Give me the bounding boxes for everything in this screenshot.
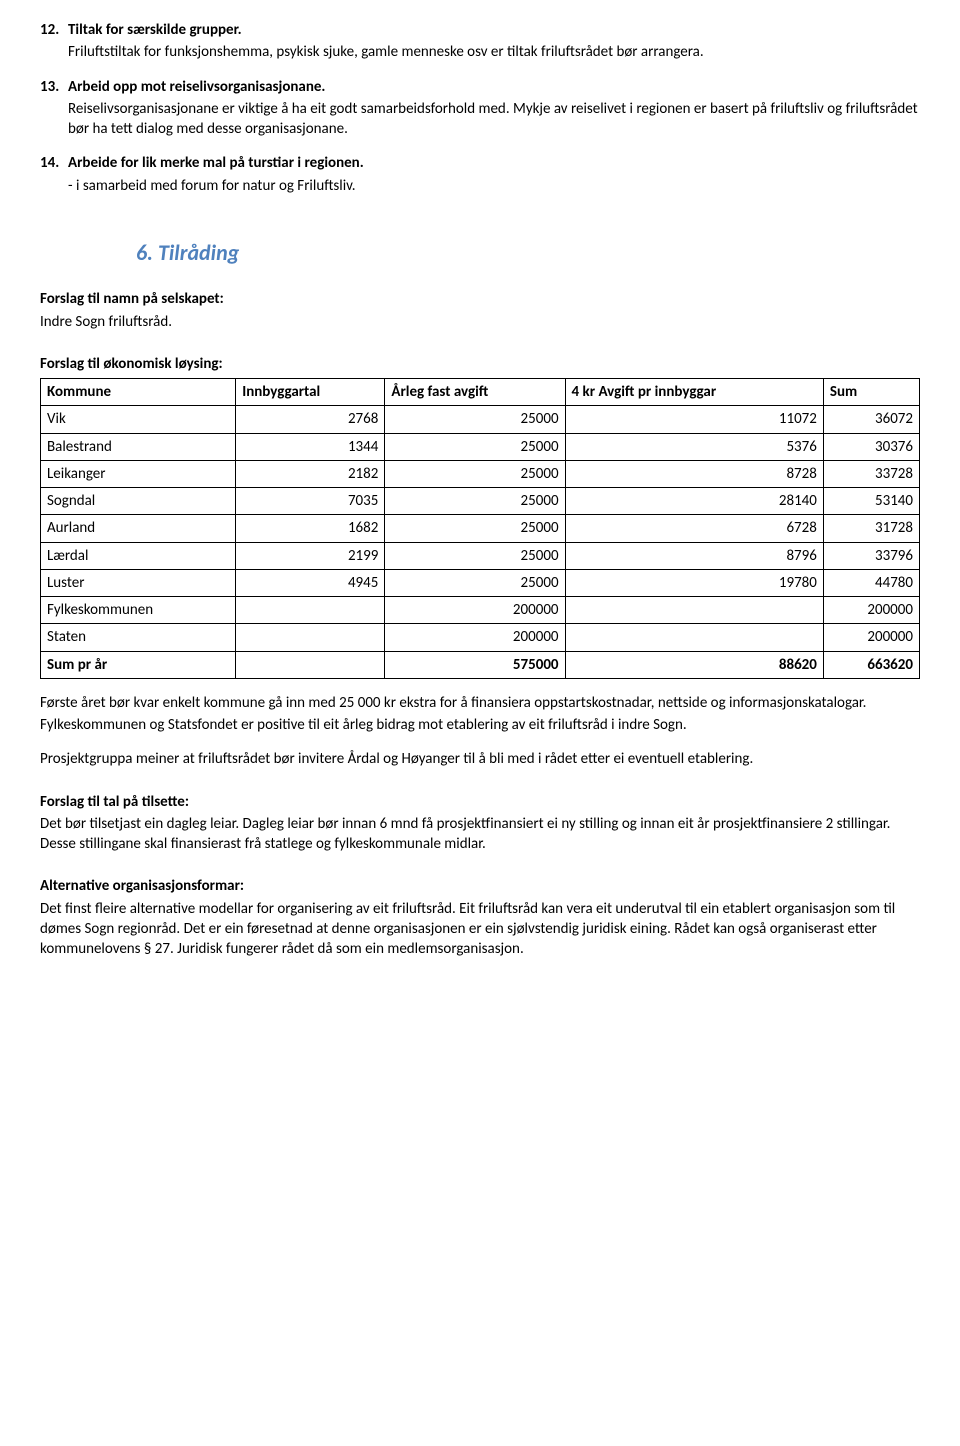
item-body: Tiltak for særskilde grupper. Friluftsti…: [68, 20, 920, 77]
table-cell: 5376: [565, 433, 823, 460]
table-cell: 28140: [565, 488, 823, 515]
table-cell: 33796: [823, 542, 919, 569]
col-fast-avgift: Årleg fast avgift: [385, 379, 565, 406]
item-title: Tiltak for særskilde grupper.: [68, 20, 920, 40]
table-cell: 25000: [385, 569, 565, 596]
after-table-1: Første året bør kvar enkelt kommune gå i…: [40, 693, 920, 713]
forslag-tal-title: Forslag til tal på tilsette:: [40, 792, 920, 812]
table-cell: 4945: [236, 569, 385, 596]
forslag-tal-body: Det bør tilsetjast ein dagleg leiar. Dag…: [40, 814, 920, 855]
alt-org-title: Alternative organisasjonsformar:: [40, 876, 920, 896]
table-row: Staten 200000 200000: [41, 624, 920, 651]
list-item-12: 12. Tiltak for særskilde grupper. Friluf…: [40, 20, 920, 77]
table-cell: 2768: [236, 406, 385, 433]
item-text: Friluftstiltak for funksjonshemma, psyki…: [68, 42, 920, 62]
item-title: Arbeide for lik merke mal på turstiar i …: [68, 153, 920, 173]
table-cell: 200000: [823, 624, 919, 651]
col-avgift-innbyggar: 4 kr Avgift pr innbyggar: [565, 379, 823, 406]
forslag-navn-body: Indre Sogn friluftsråd.: [40, 312, 920, 332]
table-row: Aurland168225000672831728: [41, 515, 920, 542]
item-body: Arbeid opp mot reiselivsorganisasjonane.…: [68, 77, 920, 154]
alt-org-body: Det finst fleire alternative modellar fo…: [40, 899, 920, 960]
item-number: 14.: [40, 153, 68, 210]
table-row: Balestrand134425000537630376: [41, 433, 920, 460]
table-row: Luster4945250001978044780: [41, 569, 920, 596]
table-row: Leikanger218225000872833728: [41, 460, 920, 487]
table-cell: Sogndal: [41, 488, 236, 515]
table-cell: Staten: [41, 624, 236, 651]
table-cell: 6728: [565, 515, 823, 542]
table-cell: [565, 624, 823, 651]
table-body: Vik2768250001107236072Balestrand13442500…: [41, 406, 920, 679]
table-sum-row: Sum pr år 57500088620663620: [41, 651, 920, 678]
table-cell: 8796: [565, 542, 823, 569]
list-item-14: 14. Arbeide for lik merke mal på turstia…: [40, 153, 920, 210]
table-cell: 200000: [385, 597, 565, 624]
after-table-2: Fylkeskommunen og Statsfondet er positiv…: [40, 715, 920, 735]
table-header-row: Kommune Innbyggartal Årleg fast avgift 4…: [41, 379, 920, 406]
table-cell: Fylkeskommunen: [41, 597, 236, 624]
table-cell: [236, 597, 385, 624]
table-cell: 25000: [385, 460, 565, 487]
table-cell: Vik: [41, 406, 236, 433]
list-item-13: 13. Arbeid opp mot reiselivsorganisasjon…: [40, 77, 920, 154]
table-cell: Lærdal: [41, 542, 236, 569]
table-cell: Aurland: [41, 515, 236, 542]
economy-table: Kommune Innbyggartal Årleg fast avgift 4…: [40, 378, 920, 679]
table-cell: 30376: [823, 433, 919, 460]
table-cell: 25000: [385, 488, 565, 515]
table-row: Lærdal219925000879633796: [41, 542, 920, 569]
table-cell: [236, 624, 385, 651]
col-sum: Sum: [823, 379, 919, 406]
item-number: 12.: [40, 20, 68, 77]
forslag-navn-title: Forslag til namn på selskapet:: [40, 289, 920, 309]
table-row: Sogndal7035250002814053140: [41, 488, 920, 515]
table-cell: 2199: [236, 542, 385, 569]
table-cell: 575000: [385, 651, 565, 678]
table-cell: Sum pr år: [41, 651, 236, 678]
table-cell: 25000: [385, 406, 565, 433]
section-heading-6: 6. Tilråding: [136, 238, 920, 268]
table-cell: 25000: [385, 542, 565, 569]
item-text: - i samarbeid med forum for natur og Fri…: [68, 176, 920, 196]
col-kommune: Kommune: [41, 379, 236, 406]
table-cell: 25000: [385, 433, 565, 460]
prosjektgruppa-text: Prosjektgruppa meiner at friluftsrådet b…: [40, 749, 920, 769]
table-cell: 7035: [236, 488, 385, 515]
table-cell: 200000: [385, 624, 565, 651]
forslag-okonomi-title: Forslag til økonomisk løysing:: [40, 354, 920, 374]
table-cell: Balestrand: [41, 433, 236, 460]
table-cell: 8728: [565, 460, 823, 487]
table-row: Fylkeskommunen 200000 200000: [41, 597, 920, 624]
table-cell: 19780: [565, 569, 823, 596]
item-title: Arbeid opp mot reiselivsorganisasjonane.: [68, 77, 920, 97]
table-cell: 31728: [823, 515, 919, 542]
table-cell: Luster: [41, 569, 236, 596]
table-cell: 36072: [823, 406, 919, 433]
table-cell: 44780: [823, 569, 919, 596]
table-cell: 33728: [823, 460, 919, 487]
table-cell: 11072: [565, 406, 823, 433]
table-cell: 25000: [385, 515, 565, 542]
table-row: Vik2768250001107236072: [41, 406, 920, 433]
item-number: 13.: [40, 77, 68, 154]
col-innbyggartal: Innbyggartal: [236, 379, 385, 406]
table-cell: 88620: [565, 651, 823, 678]
table-cell: 200000: [823, 597, 919, 624]
table-cell: [565, 597, 823, 624]
item-body: Arbeide for lik merke mal på turstiar i …: [68, 153, 920, 210]
table-cell: [236, 651, 385, 678]
table-cell: 1682: [236, 515, 385, 542]
table-cell: Leikanger: [41, 460, 236, 487]
table-cell: 53140: [823, 488, 919, 515]
document-page: 12. Tiltak for særskilde grupper. Friluf…: [0, 0, 960, 1013]
table-cell: 663620: [823, 651, 919, 678]
item-text: Reiselivsorganisasjonane er viktige å ha…: [68, 99, 920, 140]
table-cell: 2182: [236, 460, 385, 487]
table-cell: 1344: [236, 433, 385, 460]
